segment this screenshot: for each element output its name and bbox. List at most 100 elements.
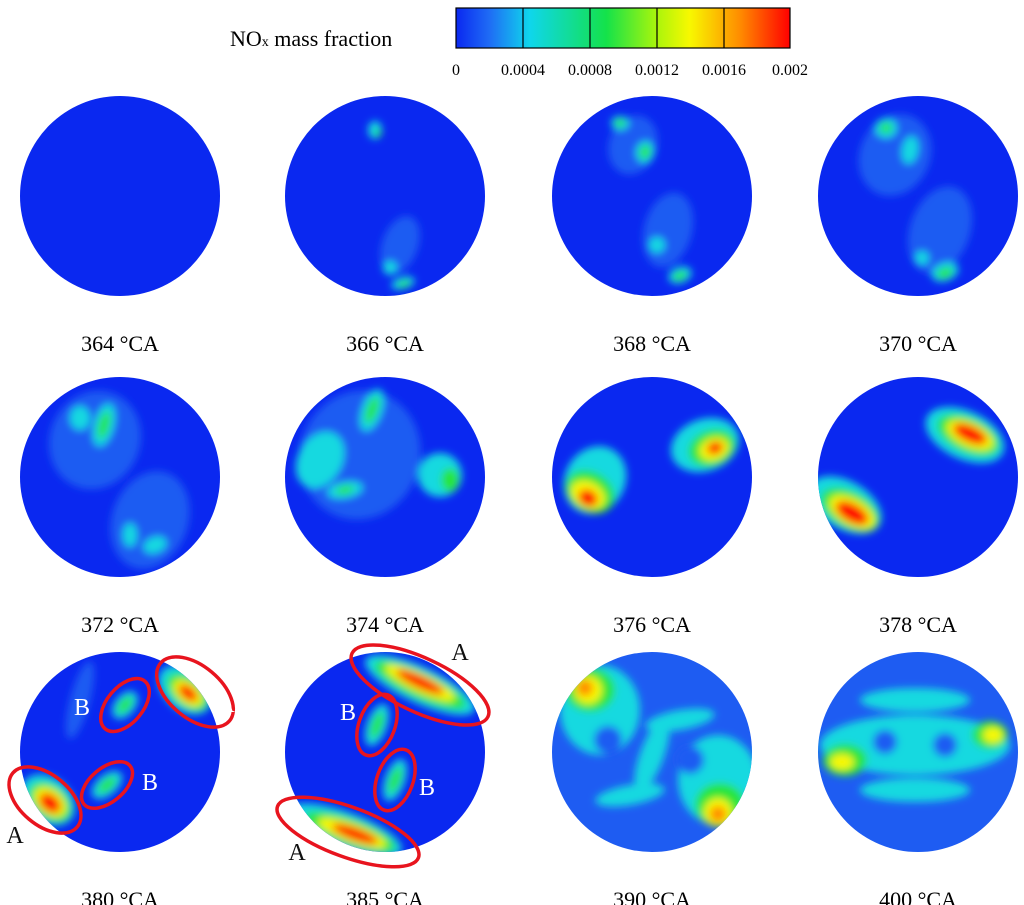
contour-panel: 364 °CA [20,96,220,356]
colorbar-tick-label: 0.0008 [568,62,612,79]
nox-region [676,746,704,774]
contour-panel: 374 °CA [285,377,485,637]
nox-region [835,501,869,525]
colorbar-title-suffix: mass fraction [269,26,392,51]
nox-field [820,688,1010,802]
nox-region [615,119,625,127]
nox-region [396,669,444,695]
nox-region [860,778,970,802]
nox-region [178,684,198,702]
nox-region [39,793,61,813]
nox-region [830,754,854,770]
nox-region [577,680,593,696]
annotation-label: B [419,775,435,801]
colorbar-tick-label: 0 [452,62,460,79]
nox-region [858,114,932,196]
annotation-label: B [340,700,356,726]
nox-region [380,216,420,274]
contour-panel: 390 °CA [552,652,752,905]
nox-region [578,489,598,507]
contour-panel: 400 °CA [818,652,1018,905]
contour-panel: 372 °CA [20,377,220,637]
contour-panel: 378 °CA [818,377,1018,637]
crank-angle-label: 400 °CA [879,887,957,905]
annotation-label: A [288,840,306,866]
nox-region [937,267,953,279]
nox-region [594,726,622,754]
nox-region [820,715,1010,775]
nox-region [332,824,378,844]
nox-region [383,261,397,275]
annotation-ellipse-b [355,692,399,758]
nox-region [65,661,95,739]
annotation-ellipse-b [373,747,417,813]
nox-field [858,114,973,282]
colorbar-tick-label: 0.0012 [635,62,679,79]
nox-region [595,783,665,807]
nox-region [649,237,665,253]
crank-angle-label: 372 °CA [81,612,159,637]
annotation-ellipse-a [275,795,421,869]
nox-region [97,411,111,439]
nox-field [295,389,462,520]
nox-region [983,727,1003,743]
nox-region [639,145,651,159]
nox-region [117,696,133,714]
cylinder-cross-section [285,96,485,296]
colorbar: NOx mass fraction 0 0.0004 0.0008 0.0012 0.0… [230,7,808,79]
nox-field [368,121,420,290]
nox-region [143,536,167,554]
nox-region [398,280,410,288]
nox-region [953,423,987,445]
nox-region [873,730,897,754]
crank-angle-label: 374 °CA [346,612,424,637]
colorbar-frame [455,7,791,49]
crank-angle-label: 378 °CA [879,612,957,637]
nox-region [336,485,354,495]
annotation-label: B [74,695,90,721]
nox-region [707,441,723,455]
nox-region [365,396,379,424]
nox-region [311,457,325,469]
crank-angle-label: 370 °CA [879,331,957,356]
colorbar-title: NOx mass fraction [230,26,392,51]
nox-field [560,665,752,827]
annotation-label: A [217,692,235,718]
annotation-ellipse-a [154,655,236,729]
nox-region [645,708,715,732]
nox-field [49,390,190,569]
panel-grid: 364 °CA 366 °CA 368 °CA 370 °CA 372 °CA 374 °… [20,96,1018,905]
annotation-ellipse-b [99,676,151,734]
nox-field [288,654,475,852]
crank-angle-label: 368 °CA [613,331,691,356]
nox-region [97,776,117,794]
colorbar-tick-label: 0.0016 [702,62,746,79]
colorbar-tick-label: 0.002 [772,62,808,79]
nox-region [915,251,929,265]
nox-region [933,733,957,757]
nox-region [880,123,892,133]
colorbar-title-prefix: NO [230,26,262,51]
nox-region [123,523,137,547]
contour-panel: 368 °CA [552,96,752,356]
annotation-ellipse-b [79,759,135,811]
annotation-layer: A B B A A B B A [6,640,491,869]
contour-panel: 370 °CA [818,96,1018,356]
colorbar-gradient [456,8,790,48]
cylinder-cross-section [20,96,220,296]
annotation-label: A [451,640,469,666]
crank-angle-label: 390 °CA [613,887,691,905]
crank-angle-label: 380 °CA [81,887,159,905]
crank-angle-label: 366 °CA [346,331,424,356]
nox-region [375,129,381,137]
nox-region [901,136,919,164]
nox-field [563,417,740,514]
nox-region [860,688,970,712]
crank-angle-label: 385 °CA [346,887,424,905]
contour-panel: 376 °CA [552,377,752,637]
colorbar-tick-labels: 0 0.0004 0.0008 0.0012 0.0016 0.002 [452,62,808,79]
colorbar-title-subscript: x [262,35,269,50]
nox-region [388,766,402,794]
contour-panel: 366 °CA [285,96,485,356]
